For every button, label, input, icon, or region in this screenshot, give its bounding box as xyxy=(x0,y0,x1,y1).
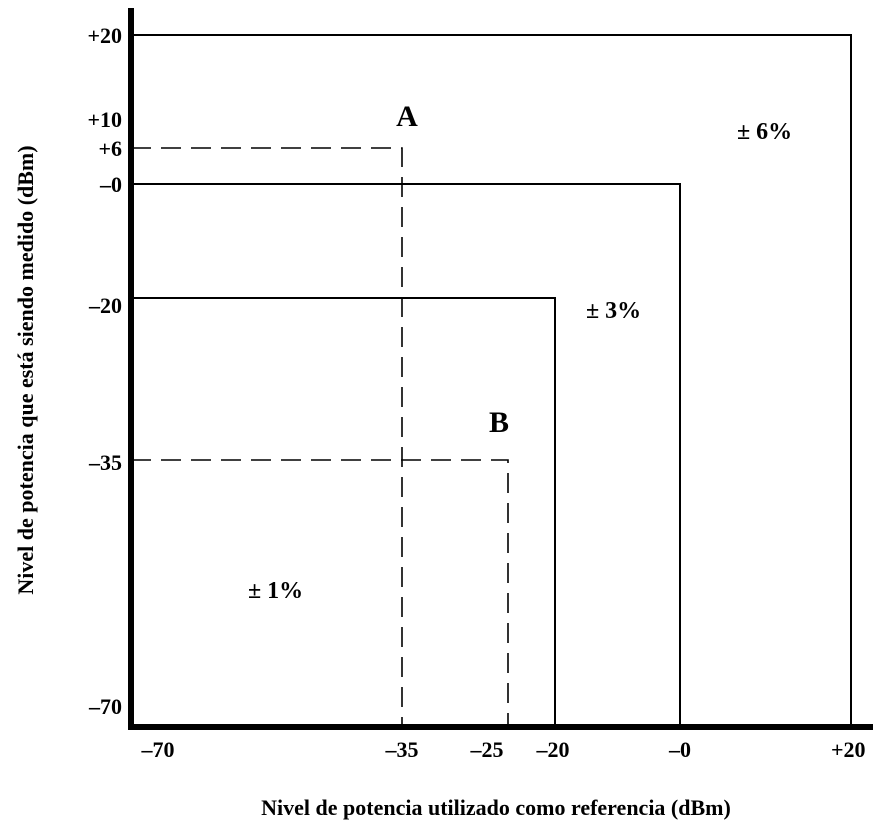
region-label-6pct: ± 6% xyxy=(737,119,792,145)
point-b-label: B xyxy=(489,406,509,439)
region-label-1pct: ± 1% xyxy=(248,578,303,604)
y-axis-title: Nivel de potencia que está siendo medido… xyxy=(13,145,38,594)
point-a-guide xyxy=(131,147,403,727)
y-tick-label: –70 xyxy=(88,694,122,719)
y-tick-label: –20 xyxy=(88,293,122,318)
x-tick-label: –0 xyxy=(668,737,691,762)
y-tick-label: –35 xyxy=(88,450,122,475)
y-tick-label: +20 xyxy=(87,23,122,48)
region-boundary-1pct xyxy=(131,297,556,727)
x-tick-label: –25 xyxy=(470,737,504,762)
region-boundary-3pct xyxy=(131,183,681,727)
x-tick-label: –20 xyxy=(536,737,570,762)
y-tick-label: +10 xyxy=(87,107,122,132)
x-tick-label: –70 xyxy=(141,737,175,762)
x-tick-label: –35 xyxy=(385,737,419,762)
region-label-3pct: ± 3% xyxy=(586,298,641,324)
point-b-guide xyxy=(131,459,509,727)
point-a-label: A xyxy=(396,100,418,133)
x-axis-title: Nivel de potencia utilizado como referen… xyxy=(261,795,731,820)
y-tick-label: –0 xyxy=(99,172,122,197)
x-tick-label: +20 xyxy=(831,737,866,762)
region-boundary-6pct xyxy=(131,34,852,727)
y-tick-label: +6 xyxy=(98,136,122,161)
